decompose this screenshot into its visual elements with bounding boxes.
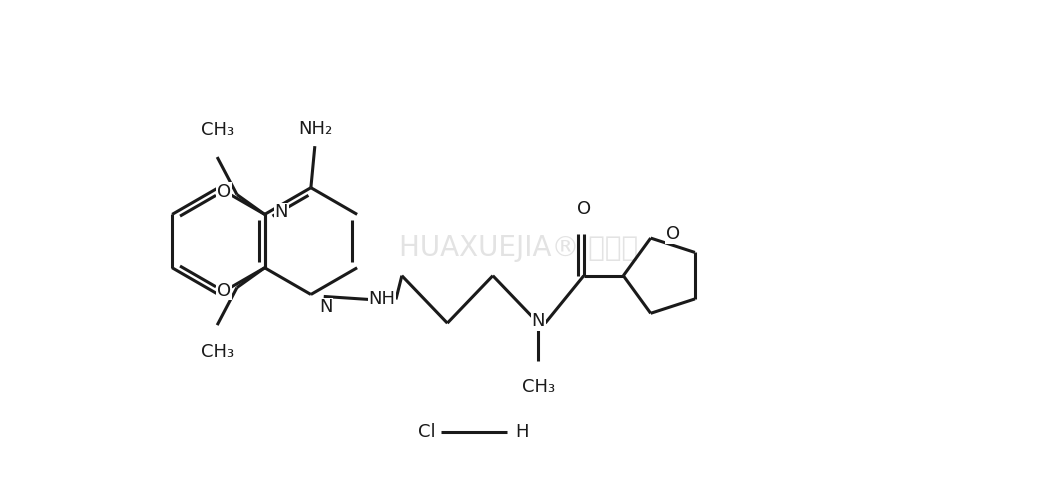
Text: N: N — [275, 203, 288, 221]
Text: CH₃: CH₃ — [522, 377, 555, 395]
Text: HUAXUEJIA® 化学加: HUAXUEJIA® 化学加 — [399, 234, 638, 262]
Text: O: O — [217, 183, 231, 201]
Text: O: O — [217, 282, 231, 300]
Text: H: H — [515, 423, 529, 441]
Text: NH₂: NH₂ — [299, 121, 333, 138]
Text: O: O — [666, 225, 679, 243]
Text: N: N — [318, 299, 332, 316]
Text: CH₃: CH₃ — [200, 343, 233, 361]
Text: NH: NH — [368, 291, 395, 309]
Text: CH₃: CH₃ — [200, 121, 233, 139]
Text: Cl: Cl — [418, 423, 436, 441]
Text: O: O — [577, 200, 591, 218]
Text: N: N — [532, 312, 545, 330]
